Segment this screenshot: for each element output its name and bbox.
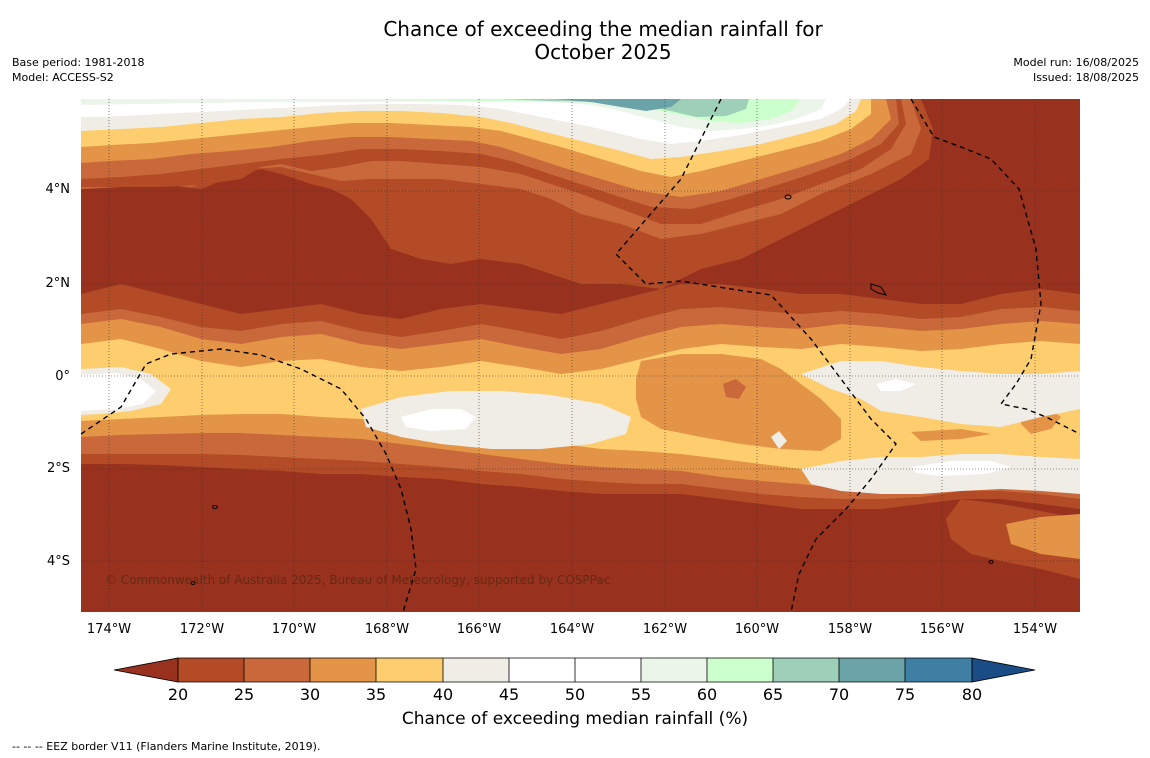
swatch-70-75 bbox=[839, 658, 905, 682]
base-period: Base period: 1981-2018 bbox=[12, 56, 145, 69]
swatch-75-80 bbox=[905, 658, 972, 682]
issued-date: Issued: 18/08/2025 bbox=[1032, 71, 1139, 84]
lon-label-170w: 170°W bbox=[271, 622, 317, 637]
lat-label-2s: 2°S bbox=[46, 461, 70, 476]
colorbar-tick-25: 25 bbox=[233, 685, 255, 704]
band-40-45-small bbox=[771, 431, 787, 449]
swatch-55-60 bbox=[641, 658, 707, 682]
title-line-1: Chance of exceeding the median rainfall … bbox=[383, 17, 823, 41]
lon-label-172w: 172°W bbox=[179, 622, 225, 637]
colorbar-tick-45: 45 bbox=[498, 685, 520, 704]
colorbar-label: Chance of exceeding median rainfall (%) bbox=[401, 709, 749, 729]
lat-label-0: 0° bbox=[55, 369, 70, 384]
band-45-55-east-a bbox=[876, 379, 916, 391]
swatch-45-50 bbox=[509, 658, 575, 682]
lat-label-2n: 2°N bbox=[45, 276, 71, 291]
colorbar-tick-30: 30 bbox=[299, 685, 321, 704]
band-30-35-south-east bbox=[1006, 514, 1080, 559]
model-info: Base period: 1981-2018 Model: ACCESS-S2 bbox=[12, 55, 144, 85]
swatch-50-55 bbox=[575, 658, 641, 682]
colorbar-tick-75: 75 bbox=[894, 685, 916, 704]
map-canvas bbox=[81, 99, 1080, 612]
map-title: Chance of exceeding the median rainfall … bbox=[300, 18, 906, 64]
band-30-35-center bbox=[636, 354, 841, 451]
band-45-55-eq-mid bbox=[401, 409, 476, 431]
colorbar-tick-40: 40 bbox=[432, 685, 454, 704]
lon-label-166w: 166°W bbox=[456, 622, 502, 637]
model-run: Model run: 16/08/2025 bbox=[1013, 56, 1139, 69]
swatch-35-40 bbox=[376, 658, 443, 682]
lat-label-4n: 4°N bbox=[45, 182, 71, 197]
colorbar-tick-65: 65 bbox=[762, 685, 784, 704]
colorbar-tick-20: 20 bbox=[167, 685, 189, 704]
lon-label-168w: 168°W bbox=[364, 622, 410, 637]
eez-footnote: -- -- -- EEZ border V11 (Flanders Marine… bbox=[12, 740, 321, 753]
title-line-2: October 2025 bbox=[534, 40, 672, 64]
colorbar-tick-50: 50 bbox=[564, 685, 586, 704]
colorbar-tick-70: 70 bbox=[828, 685, 850, 704]
band-65-70-north bbox=[501, 99, 749, 117]
lon-label-160w: 160°W bbox=[734, 622, 780, 637]
swatch-60-65 bbox=[707, 658, 773, 682]
colorbar-tick-55: 55 bbox=[630, 685, 652, 704]
band-40-45-eq-mid bbox=[361, 391, 631, 449]
lat-label-4s: 4°S bbox=[46, 554, 70, 569]
lon-label-156w: 156°W bbox=[919, 622, 965, 637]
band-45-55-east-b bbox=[911, 461, 1011, 476]
lon-label-158w: 158°W bbox=[827, 622, 873, 637]
band-40-45-eq-east bbox=[801, 361, 1080, 427]
islands bbox=[190, 194, 994, 585]
colorbar-dividers bbox=[177, 657, 973, 683]
swatch-25-30 bbox=[244, 658, 310, 682]
colorbar-swatches bbox=[113, 657, 1036, 683]
swatch-20-25 bbox=[178, 658, 244, 682]
colorbar bbox=[113, 657, 1036, 689]
swatch-above-80 bbox=[971, 657, 1036, 683]
swatch-30-35 bbox=[310, 658, 376, 682]
lon-label-154w: 154°W bbox=[1012, 622, 1058, 637]
colorbar-tick-80: 80 bbox=[961, 685, 983, 704]
band-45-55-eq-west bbox=[81, 373, 156, 411]
lon-label-162w: 162°W bbox=[642, 622, 688, 637]
copyright-notice: © Commonwealth of Australia 2025, Bureau… bbox=[105, 573, 611, 587]
band-30-35-east-strip bbox=[911, 429, 991, 441]
model-name: Model: ACCESS-S2 bbox=[12, 71, 114, 84]
lon-label-174w: 174°W bbox=[86, 622, 132, 637]
run-info: Model run: 16/08/2025 Issued: 18/08/2025 bbox=[1013, 55, 1139, 85]
band-70-75-north bbox=[556, 99, 681, 111]
swatch-40-45 bbox=[443, 658, 509, 682]
colorbar-tick-60: 60 bbox=[696, 685, 718, 704]
swatch-65-70 bbox=[773, 658, 839, 682]
swatch-below-20 bbox=[113, 657, 179, 683]
rainfall-map bbox=[81, 99, 1080, 612]
eez-borders bbox=[81, 99, 1080, 612]
band-25-30-spot bbox=[723, 379, 746, 399]
colorbar-tick-35: 35 bbox=[365, 685, 387, 704]
lon-label-164w: 164°W bbox=[549, 622, 595, 637]
